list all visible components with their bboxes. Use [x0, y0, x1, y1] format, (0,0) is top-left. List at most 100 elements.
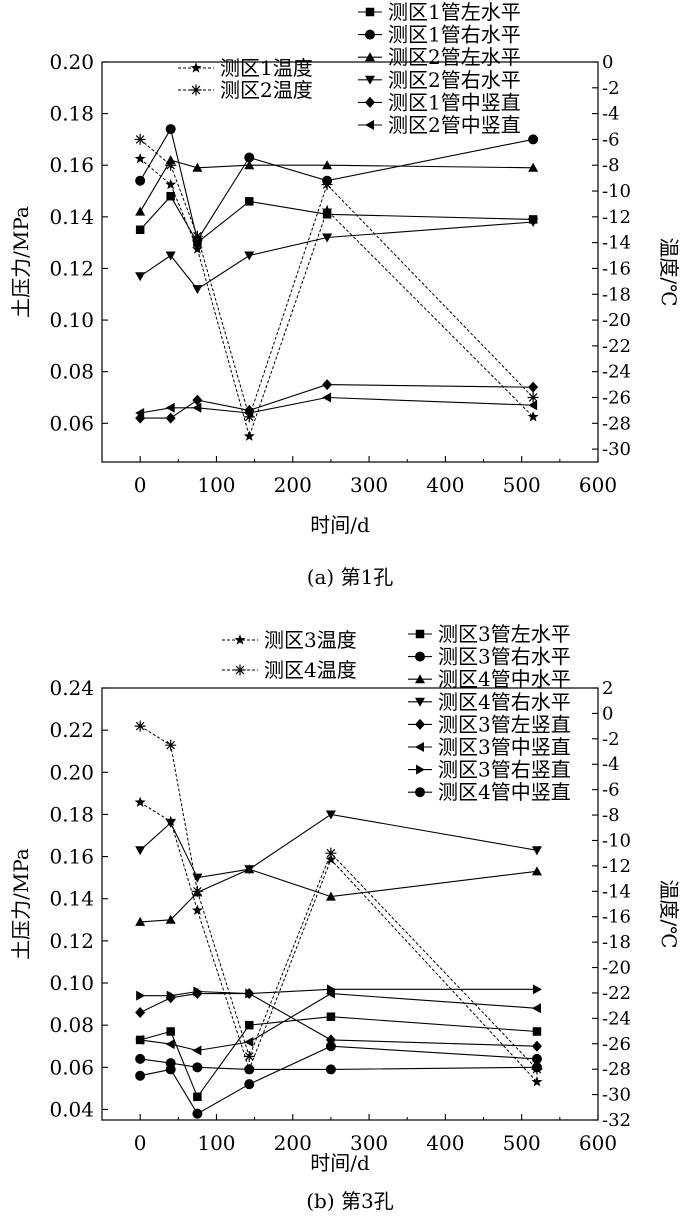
series-point [135, 916, 146, 926]
temp-series-point [134, 153, 146, 164]
y2-tick-label: -16 [602, 258, 631, 279]
series-point [244, 160, 255, 170]
chart-2 [101, 629, 599, 1121]
series-point [531, 1053, 542, 1064]
y-tick-label: 0.06 [49, 411, 94, 435]
legend-marker [415, 651, 425, 662]
y2-axis-label: 温度/℃ [657, 237, 681, 306]
legend-marker [365, 96, 375, 108]
series-point [245, 197, 254, 206]
temp-series-point [191, 885, 203, 897]
x-tick-label: 200 [274, 1131, 312, 1155]
x-axis-label: 时间/d [310, 1151, 370, 1175]
series-point [244, 251, 255, 261]
y2-tick-label: -10 [602, 830, 631, 851]
series-point [192, 1062, 203, 1073]
x-tick-label: 400 [426, 1131, 464, 1155]
y-tick-label: 0.16 [49, 153, 94, 177]
x-tick-label: 0 [134, 473, 147, 497]
series-point [165, 1058, 176, 1069]
y-tick-label: 0.04 [49, 1097, 94, 1121]
y2-tick-label: -24 [602, 362, 631, 383]
series-point [322, 160, 333, 170]
series-point [135, 1053, 146, 1064]
y2-tick-label: -30 [602, 439, 631, 460]
series-point [165, 402, 175, 413]
temp-series-point [321, 179, 333, 191]
legend-label: 测区2温度 [220, 78, 313, 102]
temp-series-point [134, 720, 146, 732]
series-point [322, 210, 332, 219]
temp-series-point [243, 1063, 255, 1074]
series-point [325, 1041, 336, 1052]
temp-series-point [191, 230, 203, 242]
legend-label: 测区1温度 [220, 56, 313, 80]
y2-tick-label: -6 [602, 129, 620, 150]
temp-series-point [325, 847, 337, 859]
legend-marker [415, 629, 425, 639]
temp-series-point [325, 853, 337, 865]
legend-label: 测区2管中竖直 [388, 113, 521, 137]
series-point [528, 134, 539, 145]
series-point [528, 218, 539, 227]
y2-tick-label: -26 [602, 387, 631, 408]
legend-marker [234, 664, 246, 676]
plot-frame [101, 687, 599, 1121]
temp-series-point [531, 1063, 543, 1075]
series-line [139, 195, 534, 244]
series-point [244, 152, 255, 163]
series-point [165, 914, 176, 924]
y2-tick-label: -20 [602, 310, 631, 331]
series-point [322, 233, 333, 243]
series-point [531, 1003, 541, 1014]
y2-tick-label: -30 [602, 1085, 631, 1106]
y2-tick-label: -24 [602, 1008, 631, 1029]
legend-label: 测区3管右竖直 [438, 758, 571, 782]
series-point [192, 394, 203, 406]
series-point [135, 1034, 145, 1045]
legend-label: 测区3管左水平 [438, 622, 571, 646]
legend-marker [365, 52, 375, 62]
y2-tick-label: -6 [602, 780, 620, 801]
temp-series-point [527, 411, 539, 422]
y-tick-label: 0.06 [49, 1055, 94, 1079]
legend-label: 测区3温度 [264, 628, 357, 652]
legend-label: 测区4管右水平 [438, 690, 571, 714]
legend-label: 测区1管中竖直 [388, 90, 521, 114]
y2-tick-label: 2 [602, 678, 613, 699]
series-point [528, 381, 539, 393]
series-point [135, 225, 145, 234]
y-tick-label: 0.18 [49, 102, 94, 126]
temp-series-point [191, 243, 203, 254]
y-tick-label: 0.10 [49, 971, 94, 995]
series-point [325, 810, 336, 820]
x-tick-label: 100 [197, 1131, 235, 1155]
series-point [245, 1020, 254, 1030]
series-line [139, 159, 534, 212]
y2-tick-label: -4 [602, 754, 620, 775]
series-point [166, 1027, 175, 1036]
legend-marker [234, 634, 246, 645]
x-tick-label: 500 [503, 1131, 541, 1155]
y2-tick-label: -14 [602, 881, 631, 902]
series-point [193, 1092, 202, 1102]
temp-series-point [191, 904, 203, 915]
x-tick-label: 300 [350, 473, 388, 497]
series-point [192, 1045, 202, 1056]
series-point [135, 407, 145, 418]
y2-tick-label: -8 [602, 805, 620, 826]
series-line [140, 988, 537, 997]
temp-series-point [243, 430, 255, 441]
series-point [192, 285, 203, 295]
series-line [140, 384, 534, 419]
series-point [135, 1007, 146, 1019]
y-tick-label: 0.08 [49, 1013, 94, 1037]
legend-marker [415, 787, 425, 798]
y-axis-label: 土压力/MPa [9, 206, 33, 318]
series-point [193, 986, 203, 997]
series-point [165, 155, 176, 165]
x-tick-label: 600 [579, 473, 617, 497]
y-tick-label: 0.16 [49, 845, 94, 869]
legend-label: 测区4管中水平 [438, 667, 571, 691]
temp-series-point [531, 1076, 543, 1087]
